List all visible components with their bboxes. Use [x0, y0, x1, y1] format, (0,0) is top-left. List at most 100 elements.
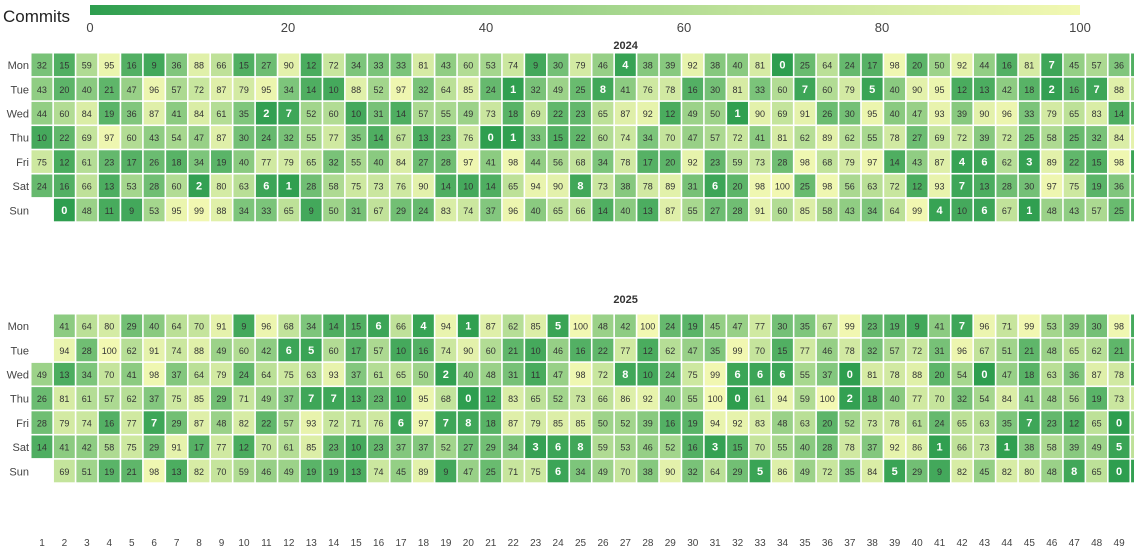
cell-value-label: 37	[351, 370, 361, 380]
heatmap-cell	[300, 150, 322, 173]
cell-value-label: 33	[1024, 109, 1034, 119]
cell-value-label: 85	[306, 443, 316, 453]
cell-value-label: 33	[374, 61, 384, 71]
heatmap-cell	[76, 198, 98, 222]
heatmap-cell	[996, 459, 1018, 483]
cell-value-label: 94	[441, 322, 451, 332]
heatmap-cell	[839, 459, 861, 483]
heatmap-cell	[816, 150, 838, 173]
cell-value-label: 14	[1114, 109, 1124, 119]
cell-value-label: 23	[575, 109, 585, 119]
cell-value-label: 92	[957, 61, 967, 71]
cell-value-label: 6	[375, 321, 381, 333]
heatmap-cell	[749, 362, 771, 386]
heatmap-cell	[547, 435, 569, 459]
heatmap-cell	[480, 411, 502, 434]
heatmap-cell	[1086, 174, 1108, 198]
cell-value-label: 72	[822, 467, 832, 477]
heatmap-cell	[188, 174, 210, 198]
cell-value-label: 88	[351, 85, 361, 95]
cell-value-label: 34	[239, 206, 249, 216]
heatmap-cell	[1041, 387, 1063, 410]
heatmap-cell	[1041, 459, 1063, 483]
heatmap-cell	[794, 77, 816, 101]
cell-value-label: 83	[441, 206, 451, 216]
heatmap-cell	[547, 150, 569, 173]
cell-value-label: 85	[194, 394, 204, 404]
cell-value-label: 46	[261, 467, 271, 477]
heatmap-cell	[1108, 53, 1130, 77]
cell-value-label: 60	[127, 133, 137, 143]
heatmap-cell	[637, 362, 659, 386]
cell-value-label: 15	[553, 133, 563, 143]
cell-value-label: 27	[710, 206, 720, 216]
heatmap-cell	[166, 314, 187, 338]
heatmap-cell	[570, 387, 591, 410]
heatmap-cell	[929, 126, 950, 149]
heatmap-cell	[480, 77, 502, 101]
cell-value-label: 79	[845, 85, 855, 95]
x-tick-label: 6	[151, 538, 157, 549]
heatmap-cell	[188, 435, 210, 459]
cell-value-label: 9	[152, 61, 157, 71]
cell-value-label: 17	[351, 346, 361, 356]
heatmap-cell	[1018, 435, 1040, 459]
heatmap-cell	[412, 338, 434, 362]
cell-value-label: 64	[441, 85, 451, 95]
heatmap-cell	[816, 77, 838, 101]
heatmap-cell	[502, 338, 524, 362]
cell-value-label: 37	[418, 443, 428, 453]
heatmap-cell	[368, 77, 389, 101]
cell-value-label: 81	[867, 370, 877, 380]
cell-value-label: 76	[374, 418, 384, 428]
cell-value-label: 47	[1002, 370, 1012, 380]
heatmap-cell	[1018, 338, 1040, 362]
cell-value-label: 92	[688, 157, 698, 167]
heatmap-cell	[457, 77, 479, 101]
cell-value-label: 28	[37, 418, 47, 428]
x-tick-label: 1	[39, 538, 45, 549]
cell-value-label: 76	[396, 182, 406, 192]
cell-value-label: 13	[979, 85, 989, 95]
cell-value-label: 50	[329, 206, 339, 216]
x-tick-label: 17	[395, 538, 407, 549]
heatmap-cell	[98, 198, 120, 222]
heatmap-cell	[637, 411, 659, 434]
cell-value-label: 87	[216, 133, 226, 143]
x-tick-label: 29	[665, 538, 677, 549]
heatmap-cell	[794, 435, 816, 459]
heatmap-cell	[1108, 411, 1130, 434]
heatmap-cell	[1108, 314, 1130, 338]
heatmap-cell	[1018, 198, 1040, 222]
heatmap-cell	[906, 150, 928, 173]
heatmap-cell	[480, 126, 502, 149]
cell-value-label: 58	[1047, 443, 1057, 453]
cell-value-label: 77	[329, 133, 339, 143]
heatmap-cell	[1063, 101, 1085, 125]
heatmap-cell	[53, 198, 75, 222]
heatmap-cell	[749, 435, 771, 459]
cell-value-label: 94	[531, 182, 541, 192]
heatmap-cell	[727, 101, 748, 125]
cell-value-label: 7	[802, 84, 808, 96]
cell-value-label: 67	[979, 346, 989, 356]
heatmap-cell	[502, 387, 524, 410]
cell-value-label: 40	[890, 109, 900, 119]
cell-value-label: 72	[598, 370, 608, 380]
heatmap-cell	[592, 126, 614, 149]
heatmap-cell	[278, 126, 300, 149]
cell-value-label: 62	[1092, 346, 1102, 356]
heatmap-cell	[480, 387, 502, 410]
cell-value-label: 0	[779, 60, 785, 72]
cell-value-label: 36	[1069, 370, 1079, 380]
cell-value-label: 60	[59, 109, 69, 119]
heatmap-cell	[951, 198, 973, 222]
heatmap-cell	[929, 314, 950, 338]
heatmap-cell	[323, 387, 345, 410]
cell-value-label: 79	[59, 418, 69, 428]
cell-value-label: 36	[1114, 182, 1124, 192]
cell-value-label: 13	[104, 182, 114, 192]
heatmap-cell	[300, 387, 322, 410]
cell-value-label: 57	[284, 418, 294, 428]
heatmap-cell	[861, 53, 883, 77]
